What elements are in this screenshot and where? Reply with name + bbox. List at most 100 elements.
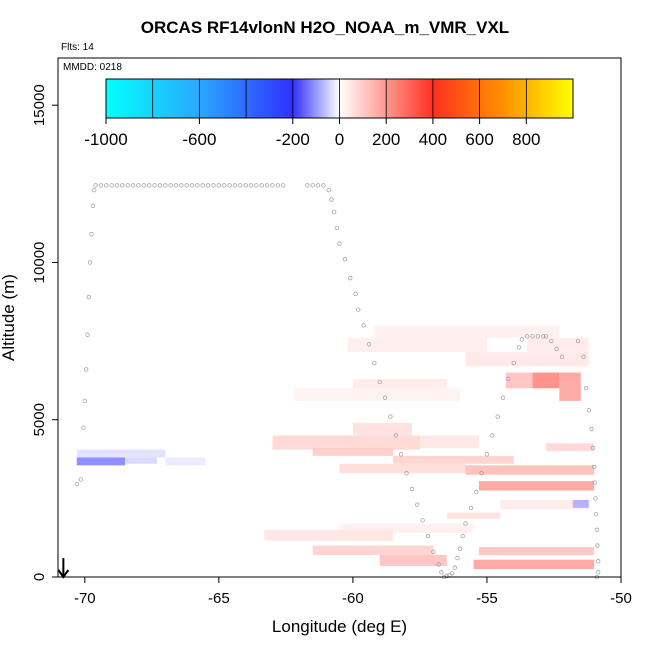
track-point <box>152 183 157 188</box>
y-tick-label: 5000 <box>31 403 48 436</box>
track-point <box>559 354 565 359</box>
track-point <box>74 482 79 487</box>
colorbar-tick-label: 800 <box>512 130 540 149</box>
track-point <box>168 183 173 188</box>
track-point <box>329 197 334 202</box>
track-point <box>82 398 87 404</box>
track-point <box>81 425 86 430</box>
y-axis: 0 5000 10000 15000 <box>31 84 58 581</box>
track-point <box>420 518 425 523</box>
heatmap-cell <box>545 443 595 452</box>
track-point <box>321 183 326 188</box>
heatmap-cell <box>352 378 447 389</box>
heatmap-cell <box>374 325 560 338</box>
heatmap-cell <box>478 547 595 555</box>
heatmap-cell <box>446 512 501 519</box>
track-point <box>184 183 189 188</box>
track-point <box>431 549 436 554</box>
track-point <box>86 294 91 300</box>
track-point <box>549 338 554 344</box>
x-tick-label: -50 <box>610 590 632 607</box>
track-point <box>90 203 96 208</box>
track-point <box>592 464 597 470</box>
track-point <box>326 187 331 193</box>
track-point <box>530 334 535 339</box>
track-point <box>264 183 270 188</box>
heatmap-cell <box>500 499 589 510</box>
track-point <box>593 496 598 501</box>
track-point <box>310 183 315 188</box>
track-point <box>92 187 97 193</box>
track-point <box>425 533 431 539</box>
heatmap-cell <box>465 352 589 367</box>
track-point <box>543 334 549 339</box>
track-point <box>596 559 601 564</box>
track-point <box>222 183 227 188</box>
track-point <box>592 480 597 485</box>
track-point <box>516 345 522 350</box>
track-point <box>474 489 479 495</box>
track-point <box>468 505 474 510</box>
x-tick-label: -55 <box>476 590 498 607</box>
track-point <box>356 307 361 312</box>
track-point <box>88 260 93 265</box>
chart-title: ORCAS RF14vlonN H2O_NOAA_m_VMR_VXL <box>140 18 510 37</box>
heatmap-cell <box>559 372 581 401</box>
track-point <box>525 334 530 339</box>
track-point <box>439 570 444 575</box>
track-point <box>589 427 594 432</box>
track-point <box>596 570 601 575</box>
colorbar-tick-label: -200 <box>276 130 310 149</box>
track-point <box>189 183 195 188</box>
track-point <box>348 276 353 281</box>
track-point <box>211 183 216 188</box>
heatmap-cell <box>419 435 479 449</box>
track-point <box>179 183 184 188</box>
track-point <box>361 323 366 328</box>
track-point <box>337 241 342 246</box>
track-point <box>593 511 599 517</box>
track-point <box>205 183 211 188</box>
arrow-head <box>57 569 70 579</box>
colorbar: -1000 -600 -200 0 200 400 600 800 <box>84 78 574 149</box>
track-point <box>541 334 546 339</box>
track-point <box>554 346 559 352</box>
track-point <box>254 183 259 188</box>
track-point <box>452 565 457 570</box>
track-point <box>404 471 409 476</box>
direction-arrow <box>57 558 70 579</box>
heatmap-cell <box>339 523 474 533</box>
track-point <box>595 543 600 548</box>
track-point <box>195 183 200 188</box>
track-point <box>147 183 152 188</box>
track-point <box>463 521 468 526</box>
heatmap-cell <box>465 465 595 475</box>
track-point <box>342 257 348 262</box>
track-point <box>315 183 321 188</box>
heatmap-cell <box>125 457 158 464</box>
track-point <box>93 183 98 188</box>
colorbar-tick-label: 600 <box>465 130 493 149</box>
track-point <box>377 379 382 385</box>
track-point <box>305 183 310 188</box>
track-point <box>130 183 136 188</box>
track-point <box>393 433 398 438</box>
flights-label: Flts: 14 <box>61 42 94 53</box>
colorbar-tick-label: 0 <box>335 130 344 149</box>
track-point <box>334 225 339 231</box>
track-point <box>594 527 600 532</box>
track-point <box>238 183 243 188</box>
x-tick-label: -70 <box>74 590 96 607</box>
track-point <box>409 486 415 492</box>
colorbar-tick-label: -1000 <box>84 130 127 149</box>
track-point <box>243 183 248 188</box>
track-point <box>519 337 524 342</box>
heatmap-cells <box>76 325 595 570</box>
track-point <box>449 571 455 576</box>
y-axis-label: Altitude (m) <box>0 274 18 361</box>
track-point <box>495 414 500 419</box>
heatmap-cell <box>339 463 466 474</box>
track-point <box>490 433 495 438</box>
track-point <box>388 414 393 419</box>
flight-track <box>74 183 601 580</box>
